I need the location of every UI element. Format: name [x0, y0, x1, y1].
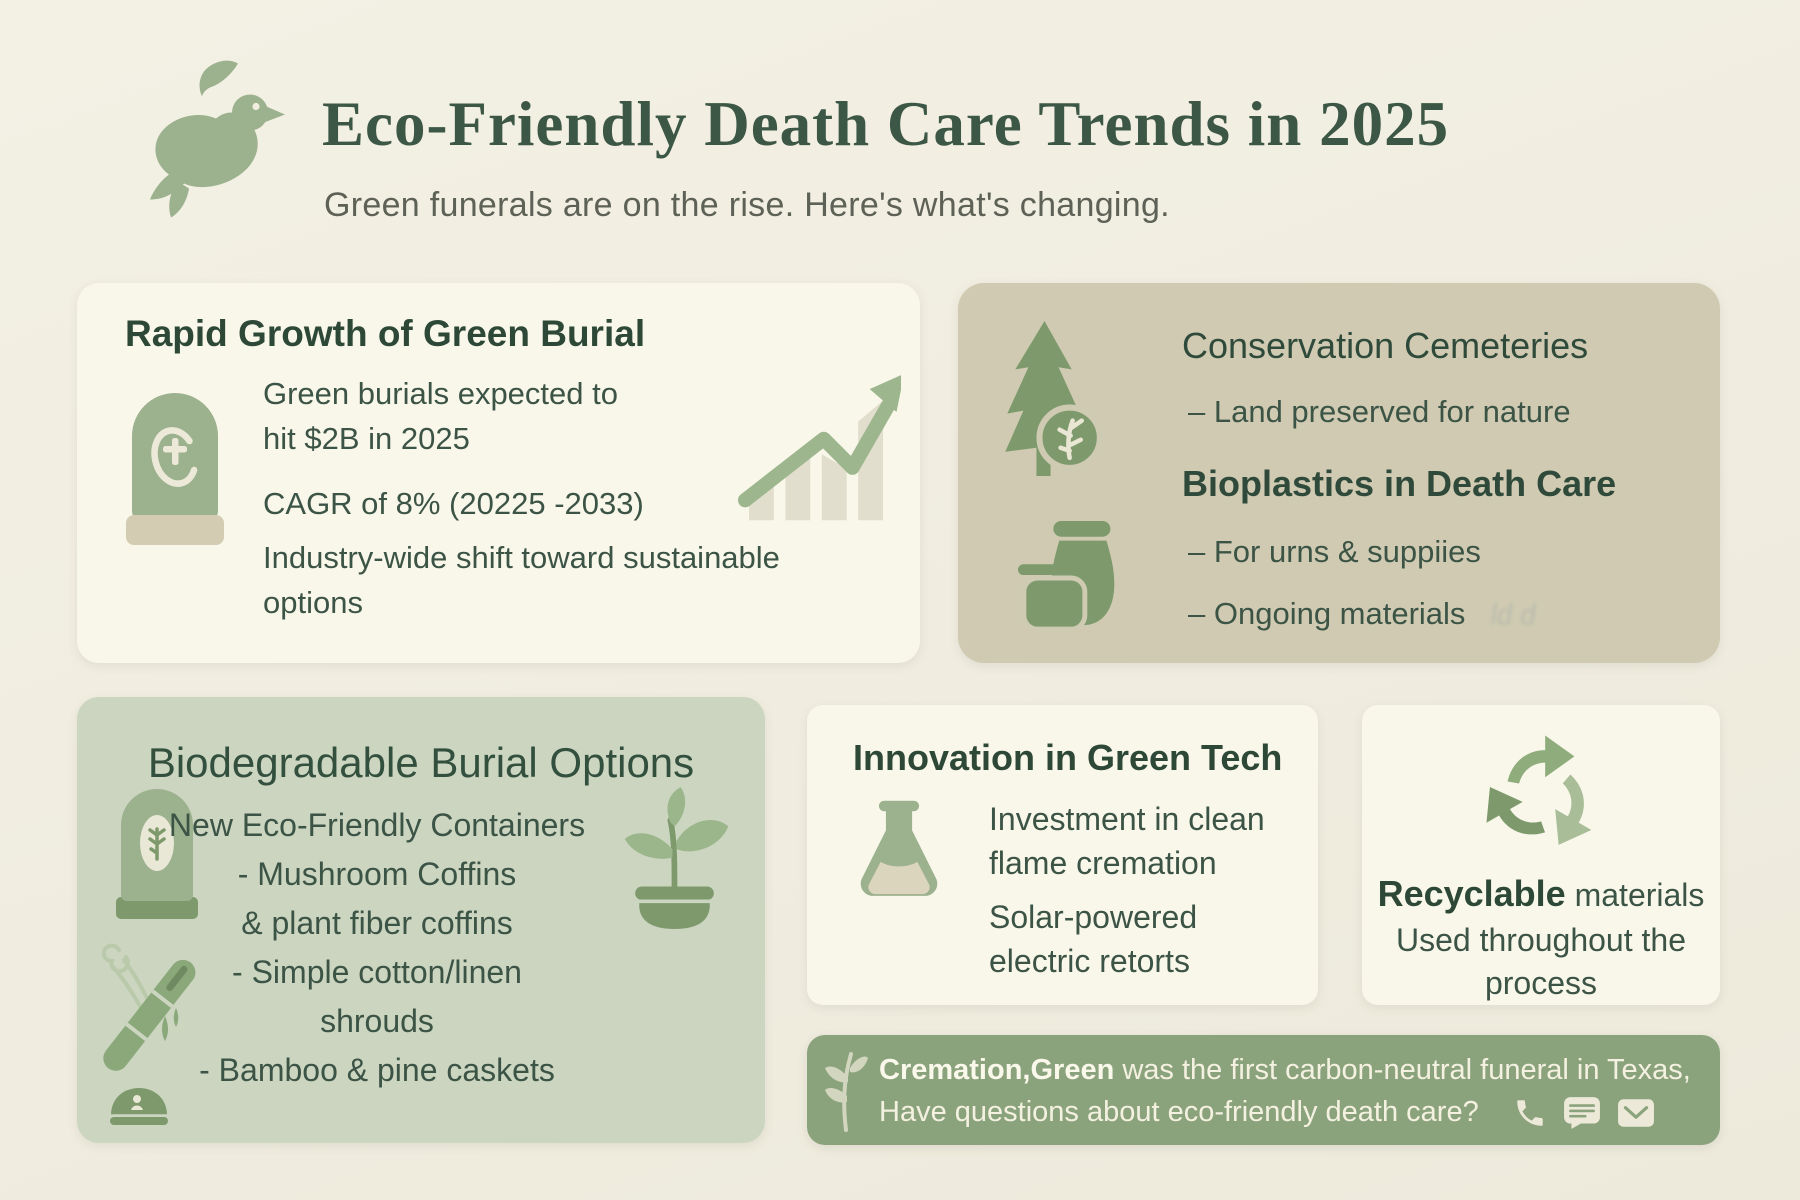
growth-stat-2: CAGR of 8% (20225 -2033)	[263, 486, 644, 521]
flask-icon	[851, 795, 947, 913]
list-item: shrouds	[320, 1003, 434, 1039]
innovation-point-2: Solar-powered electric retorts	[989, 895, 1197, 983]
urn-jars-icon	[1016, 519, 1134, 637]
tombstone-icon	[126, 393, 224, 545]
innovation-point-1-line2: flame cremation	[989, 845, 1217, 881]
recyclable-heading-bold: Recyclable	[1377, 873, 1566, 914]
wheat-leaf-icon	[823, 1047, 869, 1133]
bioplastics-title: Bioplastics in Death Care	[1182, 463, 1617, 504]
pine-tree-icon	[986, 317, 1104, 483]
tombstone-leaf-icon	[116, 789, 198, 919]
recyclable-description: Used throughout the process	[1362, 919, 1720, 1005]
growth-stat-1: Green burials expected to hit $2B in 202…	[263, 371, 618, 461]
growth-stat-1-line1: Green burials expected to	[263, 376, 618, 411]
bioplastics-bullet-2-text: – Ongoing materials	[1188, 596, 1466, 631]
bamboo-stalk	[103, 959, 196, 1071]
banner-line-1: Cremation,Green was the first carbon-neu…	[879, 1049, 1691, 1091]
phone-icon	[1516, 1100, 1543, 1127]
banner-brand-name: Cremation,Green	[879, 1054, 1115, 1086]
footer-banner: Cremation,Green was the first carbon-neu…	[807, 1035, 1720, 1145]
card-biodegradable: Biodegradable Burial Options	[77, 697, 765, 1143]
twig-emblem	[148, 827, 166, 861]
recycle-icon	[1466, 723, 1616, 865]
innovation-point-2-line1: Solar-powered	[989, 899, 1198, 935]
chat-icon	[1563, 1097, 1600, 1130]
page-title: Eco-Friendly Death Care Trends in 2025	[322, 89, 1450, 159]
list-item: - Simple cotton/linen	[232, 954, 522, 990]
dove-icon	[132, 58, 292, 236]
recyclable-heading-rest: materials	[1565, 877, 1705, 913]
growth-stat-3: Industry-wide shift toward sustainable o…	[263, 535, 780, 625]
contact-icons	[1513, 1096, 1655, 1130]
innovation-point-1: Investment in clean flame cremation	[989, 797, 1265, 885]
growth-stat-3-line1: Industry-wide shift toward sustainable	[263, 540, 780, 575]
biodegradable-list: New Eco-Friendly Containers - Mushroom C…	[157, 801, 597, 1095]
bioplastics-bullet-1: – For urns & suppiies	[1188, 534, 1481, 569]
innovation-point-2-line2: electric retorts	[989, 943, 1190, 979]
burial-mound-icon	[107, 1079, 171, 1127]
conservation-bullet: – Land preserved for nature	[1188, 394, 1571, 429]
card-rapid-growth-title: Rapid Growth of Green Burial	[125, 313, 646, 354]
page-subtitle: Green funerals are on the rise. Here's w…	[324, 186, 1170, 224]
bioplastics-bullet-2: – Ongoing materials ld d	[1188, 591, 1539, 637]
banner-line-2: Have questions about eco-friendly death …	[879, 1091, 1655, 1133]
growth-stat-1-line2: hit $2B in 2025	[263, 421, 470, 456]
dove-eye	[252, 102, 260, 111]
recyclable-description-line2: process	[1484, 965, 1598, 1001]
leaf-branch-badge	[1057, 418, 1084, 461]
card-rapid-growth: Rapid Growth of Green Burial Green buria…	[77, 283, 920, 663]
banner-question: Have questions about eco-friendly death …	[879, 1096, 1479, 1128]
recyclable-heading: Recyclable materials	[1362, 873, 1720, 915]
innovation-point-1-line1: Investment in clean	[989, 801, 1265, 837]
card-innovation: Innovation in Green Tech Investment in c…	[807, 705, 1318, 1005]
recyclable-description-line1: Used throughout the	[1396, 922, 1686, 958]
card-recyclable: Recyclable materials Used throughout the…	[1362, 705, 1720, 1005]
bone-outline	[101, 943, 150, 1008]
mail-icon	[1617, 1099, 1654, 1128]
faded-artifact-marks: ld d	[1489, 599, 1539, 630]
list-item: New Eco-Friendly Containers	[168, 807, 586, 843]
seedling-pot-icon	[602, 785, 747, 930]
list-item: - Bamboo & pine caskets	[199, 1052, 555, 1088]
growth-stat-3-line2: options	[263, 585, 363, 620]
card-conservation-bioplastics: Conservation Cemeteries – Land preserved…	[958, 283, 1720, 663]
list-item: & plant fiber coffins	[241, 905, 513, 941]
trend-up-chart-icon	[733, 345, 901, 527]
list-item: - Mushroom Coffins	[237, 856, 517, 892]
banner-line-1-rest: was the first carbon-neutral funeral in …	[1114, 1054, 1691, 1086]
bamboo-bone-icon	[99, 939, 199, 1071]
biodegradable-title: Biodegradable Burial Options	[147, 739, 695, 786]
conservation-title: Conservation Cemeteries	[1182, 325, 1589, 366]
wreath-cross-emblem	[151, 427, 199, 487]
innovation-title: Innovation in Green Tech	[853, 737, 1283, 778]
